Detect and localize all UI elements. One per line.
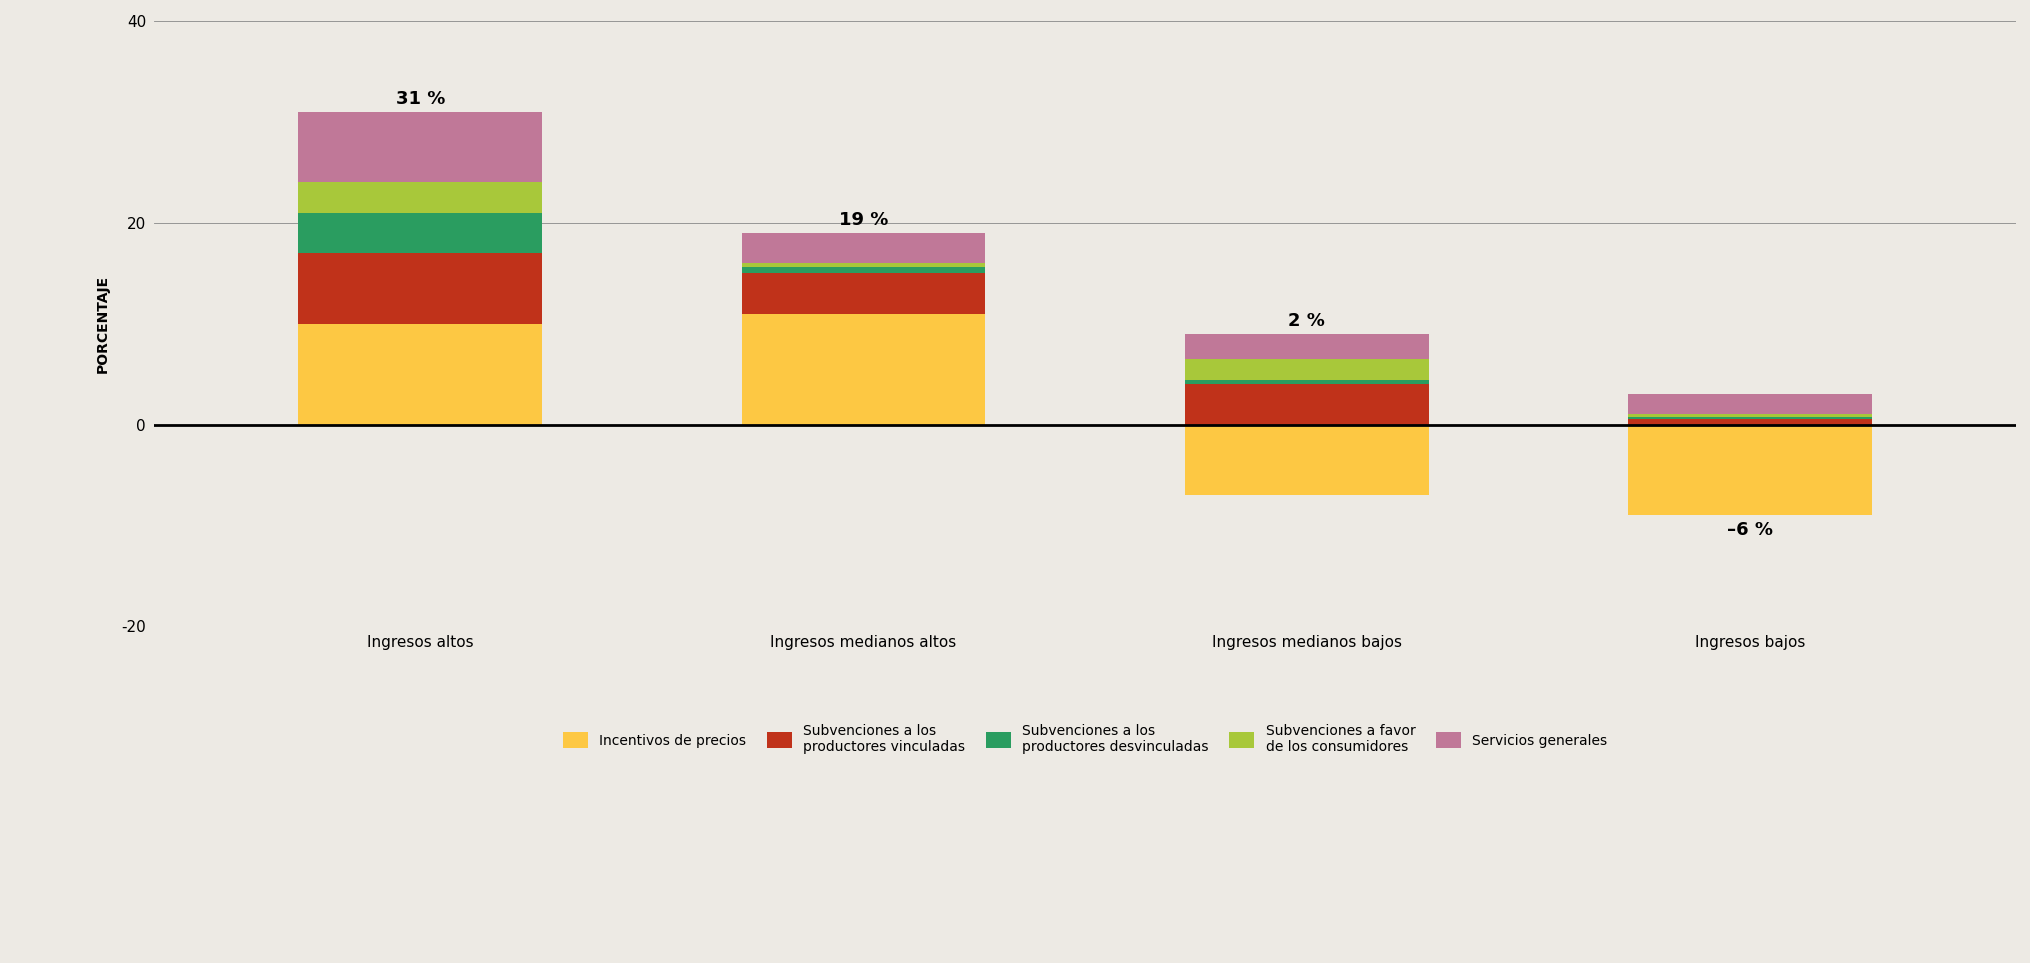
Bar [1183, 334, 1427, 359]
Legend: Incentivos de precios, Subvenciones a los
productores vinculadas, Subvenciones a: Incentivos de precios, Subvenciones a lo… [562, 724, 1606, 754]
Bar [298, 324, 542, 425]
Bar [741, 267, 985, 273]
Bar [1628, 414, 1872, 418]
Bar [741, 314, 985, 425]
Bar [1183, 384, 1427, 425]
Bar [741, 273, 985, 314]
Text: 31 %: 31 % [396, 90, 445, 108]
Bar [1183, 380, 1427, 384]
Bar [298, 112, 542, 182]
Y-axis label: PORCENTAJE: PORCENTAJE [95, 274, 110, 373]
Text: 2 %: 2 % [1287, 312, 1326, 329]
Bar [1628, 418, 1872, 420]
Bar [1628, 394, 1872, 414]
Bar [298, 253, 542, 324]
Bar [298, 182, 542, 213]
Bar [298, 213, 542, 253]
Text: 19 %: 19 % [838, 211, 887, 229]
Bar [741, 263, 985, 267]
Bar [1183, 425, 1427, 495]
Bar [741, 233, 985, 263]
Text: –6 %: –6 % [1726, 521, 1772, 539]
Bar [1183, 359, 1427, 380]
Bar [1628, 425, 1872, 515]
Bar [1628, 420, 1872, 425]
